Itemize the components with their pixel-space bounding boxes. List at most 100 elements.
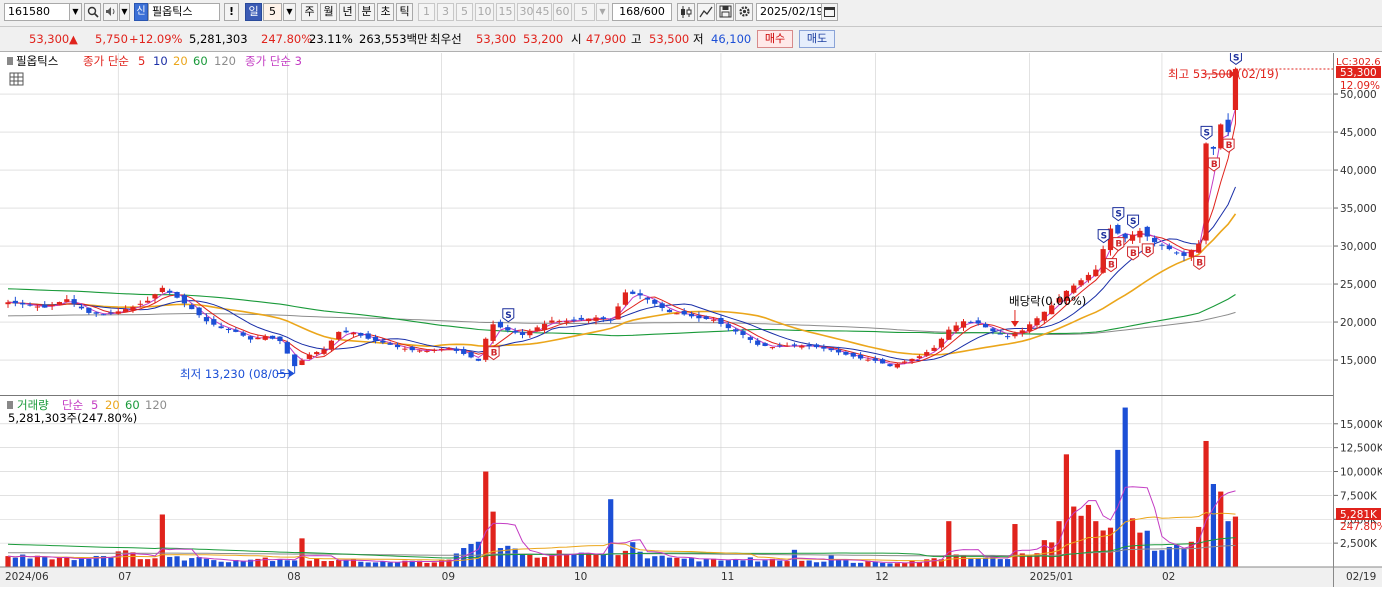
volume-bar bbox=[100, 556, 107, 567]
candle-body bbox=[887, 364, 893, 367]
volume-bar bbox=[512, 548, 518, 567]
volume-bar bbox=[1034, 553, 1040, 567]
interval-3-button[interactable]: 3 bbox=[437, 3, 454, 21]
volume-bar bbox=[968, 558, 974, 567]
volume-bar bbox=[93, 555, 99, 567]
candle-body bbox=[394, 344, 401, 348]
period-minute-button[interactable]: 분 bbox=[358, 3, 375, 21]
candle-body bbox=[130, 306, 136, 311]
candle-body bbox=[630, 291, 636, 294]
panel-grip-icon[interactable] bbox=[7, 57, 13, 65]
code-dropdown-icon[interactable]: ▼ bbox=[69, 3, 82, 21]
volume-bar bbox=[666, 557, 673, 567]
x-axis-bar bbox=[0, 567, 1382, 587]
volume-panel-grip-icon[interactable] bbox=[7, 401, 13, 409]
stock-code-input[interactable]: 161580 bbox=[4, 3, 70, 21]
alert-button[interactable]: ! bbox=[224, 3, 239, 21]
volume-bar bbox=[711, 558, 717, 567]
candle-body bbox=[784, 345, 790, 347]
save-icon[interactable] bbox=[716, 3, 734, 21]
speaker-dropdown-icon[interactable]: ▼ bbox=[119, 3, 130, 21]
interval-dropdown-icon[interactable]: ▼ bbox=[596, 3, 609, 21]
legend-ma10: 10 bbox=[153, 54, 168, 68]
interval-15-button[interactable]: 15 bbox=[496, 3, 515, 21]
interval-5-button[interactable]: 5 bbox=[456, 3, 473, 21]
volume-bar bbox=[821, 561, 827, 567]
candle-body bbox=[211, 319, 217, 325]
interval-10-button[interactable]: 10 bbox=[475, 3, 494, 21]
candle-body bbox=[402, 348, 408, 350]
buy-button[interactable]: 매수 bbox=[757, 30, 793, 48]
volume-bar bbox=[130, 552, 136, 567]
candle-body bbox=[240, 332, 246, 336]
volume-bar bbox=[1218, 491, 1224, 567]
sell-button[interactable]: 매도 bbox=[799, 30, 835, 48]
best-ask-price: 53,300 bbox=[476, 32, 517, 46]
candle-body bbox=[181, 295, 187, 304]
volume-bar bbox=[835, 559, 842, 567]
low-annotation: 최저 13,230 (08/05) bbox=[180, 367, 291, 381]
volume-bar bbox=[277, 559, 283, 567]
speaker-icon[interactable] bbox=[103, 3, 118, 21]
volume-bar bbox=[1085, 504, 1092, 567]
x-axis-label: 07 bbox=[118, 571, 131, 583]
candle-body bbox=[571, 319, 577, 321]
stock-name-field[interactable]: 필옵틱스 bbox=[148, 3, 220, 21]
interval-45-button[interactable]: 45 bbox=[533, 3, 552, 21]
table-view-icon[interactable] bbox=[9, 72, 24, 86]
volume-bar bbox=[578, 552, 584, 567]
period-second-button[interactable]: 초 bbox=[377, 3, 394, 21]
volume-bar bbox=[255, 558, 261, 567]
period-year-button[interactable]: 년 bbox=[339, 3, 356, 21]
volume-bar bbox=[924, 559, 930, 567]
candle-body bbox=[1034, 318, 1040, 326]
candle-body bbox=[578, 317, 584, 320]
settings-gear-icon[interactable] bbox=[735, 3, 753, 21]
calendar-icon[interactable] bbox=[821, 3, 838, 21]
volume-bar bbox=[865, 560, 871, 567]
period-count-dropdown-icon[interactable]: ▼ bbox=[283, 3, 296, 21]
candle-body bbox=[1203, 143, 1209, 241]
period-tick-button[interactable]: 틱 bbox=[396, 3, 413, 21]
period-day-count[interactable]: 5 bbox=[263, 3, 282, 21]
candle-body bbox=[608, 319, 614, 321]
candle-body bbox=[696, 315, 702, 319]
volume-bar bbox=[78, 558, 85, 567]
candle-body bbox=[1019, 330, 1025, 334]
interval-1-button[interactable]: 1 bbox=[418, 3, 435, 21]
candle-body bbox=[123, 309, 129, 312]
date-field[interactable]: 2025/02/19 bbox=[756, 3, 822, 21]
candle-body bbox=[42, 304, 48, 308]
volume-bar bbox=[270, 561, 276, 567]
price-axis-label: 25,000 bbox=[1340, 279, 1377, 291]
drawing-tool-icon[interactable] bbox=[697, 3, 715, 21]
volume-bar bbox=[181, 560, 187, 567]
candle-body bbox=[960, 321, 967, 328]
period-week-button[interactable]: 주 bbox=[301, 3, 318, 21]
candle-body bbox=[1078, 280, 1084, 286]
period-day-button[interactable]: 일 bbox=[245, 3, 262, 21]
data-count-field[interactable]: 168/600 bbox=[612, 3, 672, 21]
period-month-button[interactable]: 월 bbox=[320, 3, 337, 21]
volume-bar bbox=[211, 560, 217, 567]
candle-body bbox=[1071, 285, 1077, 293]
candle-body bbox=[461, 349, 467, 354]
search-icon[interactable] bbox=[84, 3, 101, 21]
dividend-arrow-head bbox=[1010, 321, 1019, 327]
best-price-label: 최우선 bbox=[430, 32, 462, 46]
volume-bar bbox=[1056, 521, 1062, 567]
moving-averages bbox=[7, 108, 1237, 366]
interval-value-field[interactable]: 5 bbox=[574, 3, 595, 21]
candle-body bbox=[1093, 269, 1099, 277]
candle-body bbox=[255, 338, 261, 340]
turnover-rate: 23.11% bbox=[309, 32, 353, 46]
candle-body bbox=[115, 311, 121, 314]
candle-type-icon[interactable] bbox=[677, 3, 695, 21]
volume-legend-ma60: 60 bbox=[125, 398, 140, 412]
volume-bar bbox=[541, 557, 548, 567]
volume-bar bbox=[600, 554, 606, 567]
candle-body bbox=[1225, 119, 1231, 133]
interval-60-button[interactable]: 60 bbox=[553, 3, 572, 21]
candle-body bbox=[196, 307, 202, 316]
